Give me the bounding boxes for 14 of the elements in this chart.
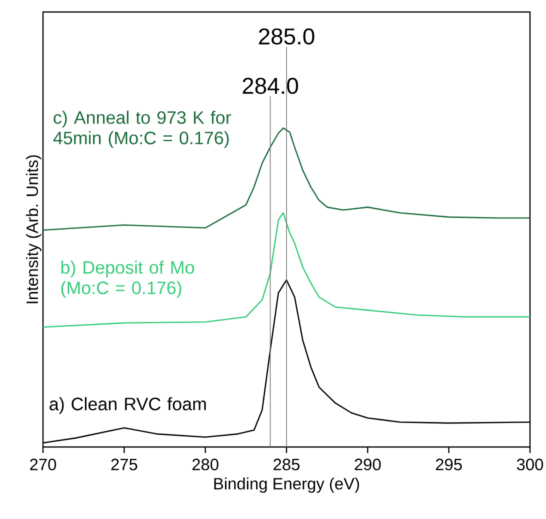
y-axis-title: Intensity (Arb. Units) <box>26 155 42 304</box>
x-tick-label: 290 <box>354 458 381 470</box>
x-tick-label: 300 <box>516 458 544 470</box>
series-label: c) Anneal to 973 K for 45min (Mo:C = 0.176) <box>53 110 232 148</box>
x-tick-label: 270 <box>30 458 56 470</box>
x-tick-label: 280 <box>192 458 218 470</box>
x-axis-title: Binding Energy (eV) <box>214 477 359 493</box>
ref-line-label: 285.0 <box>258 28 314 45</box>
series-label: a) Clean RVC foam <box>50 397 206 414</box>
ref-line-label: 284.0 <box>242 78 298 94</box>
x-tick-label: 275 <box>111 458 138 470</box>
x-tick-label: 285 <box>274 458 300 470</box>
x-tick-label: 295 <box>436 458 462 470</box>
series-label: b) Deposit of Mo (Mo:C = 0.176) <box>61 260 194 298</box>
